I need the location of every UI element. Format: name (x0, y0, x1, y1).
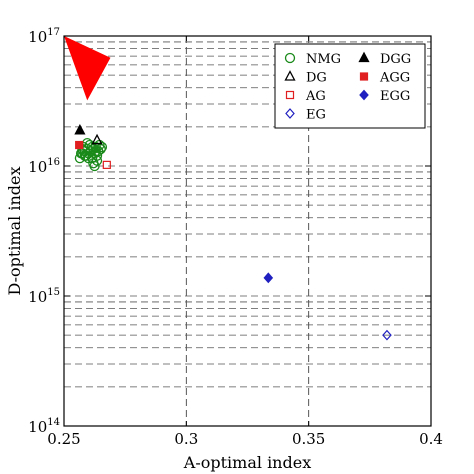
y-tick-label-2: 1016 (28, 157, 60, 176)
legend-label-NMG: NMG (306, 52, 341, 67)
grid-lines (64, 36, 431, 426)
data-point-NMG (90, 146, 101, 157)
legend-label-AG: AG (305, 89, 326, 104)
legend-marker-DG (284, 70, 296, 81)
series-DGG (74, 123, 86, 135)
legend-item-AGG: AGG (359, 71, 410, 86)
y-tick-label-3: 1017 (28, 27, 60, 46)
legend-marker-AGG (359, 72, 369, 81)
data-point-EG (382, 329, 392, 341)
legend-marker-NMG (284, 52, 296, 64)
legend-item-DG: DG (284, 70, 327, 86)
legend-marker-DGG (358, 51, 370, 63)
legend-item-EGG: EGG (359, 89, 410, 104)
y-axis-title: D-optimal index (5, 166, 24, 295)
data-points (74, 123, 392, 341)
data-point-NMG (89, 160, 100, 172)
x-tick-label-0: 0.25 (47, 430, 80, 448)
series-AG (102, 160, 111, 169)
y-axis-labels: 1014 1015 1016 1017 (28, 27, 60, 436)
data-point-DG (91, 133, 103, 145)
series-EG (382, 329, 392, 341)
series-EGG (263, 272, 274, 284)
y-tick-label-0: 1014 (28, 417, 60, 436)
data-point-DGG (74, 123, 86, 135)
legend-item-DGG: DGG (358, 51, 411, 67)
series-AGG (75, 140, 84, 150)
series-NMG (74, 137, 108, 172)
red-annotation-triangle (64, 36, 111, 101)
annotation-layer (64, 36, 111, 101)
axis-ticks (63, 35, 432, 427)
y-tick-label-1: 1015 (28, 287, 60, 306)
legend-marker-EGG (359, 89, 369, 101)
series-DG (91, 133, 103, 145)
legend-label-DGG: DGG (380, 52, 411, 67)
legend: NMG DG AG EG DGG AGG EGG (274, 43, 426, 129)
x-axis-labels: 0.25 0.3 0.35 0.4 (47, 430, 443, 448)
axes-frame (63, 35, 432, 427)
legend-item-EG: EG (285, 108, 326, 123)
x-tick-label-3: 0.4 (419, 430, 443, 448)
legend-box (274, 43, 426, 129)
x-tick-label-2: 0.35 (292, 430, 325, 448)
data-point-AG (102, 160, 111, 169)
x-axis-title: A-optimal index (183, 453, 311, 472)
legend-item-AG: AG (285, 89, 326, 104)
legend-item-NMG: NMG (284, 52, 341, 67)
data-point-AGG (75, 140, 84, 150)
legend-label-EG: EG (306, 108, 326, 123)
data-point-EGG (263, 272, 274, 284)
x-tick-label-1: 0.3 (174, 430, 198, 448)
legend-label-AGG: AGG (379, 71, 410, 86)
legend-label-DG: DG (306, 71, 327, 86)
legend-marker-AG (285, 90, 295, 100)
legend-marker-EG (285, 108, 295, 119)
legend-label-EGG: EGG (380, 89, 410, 104)
